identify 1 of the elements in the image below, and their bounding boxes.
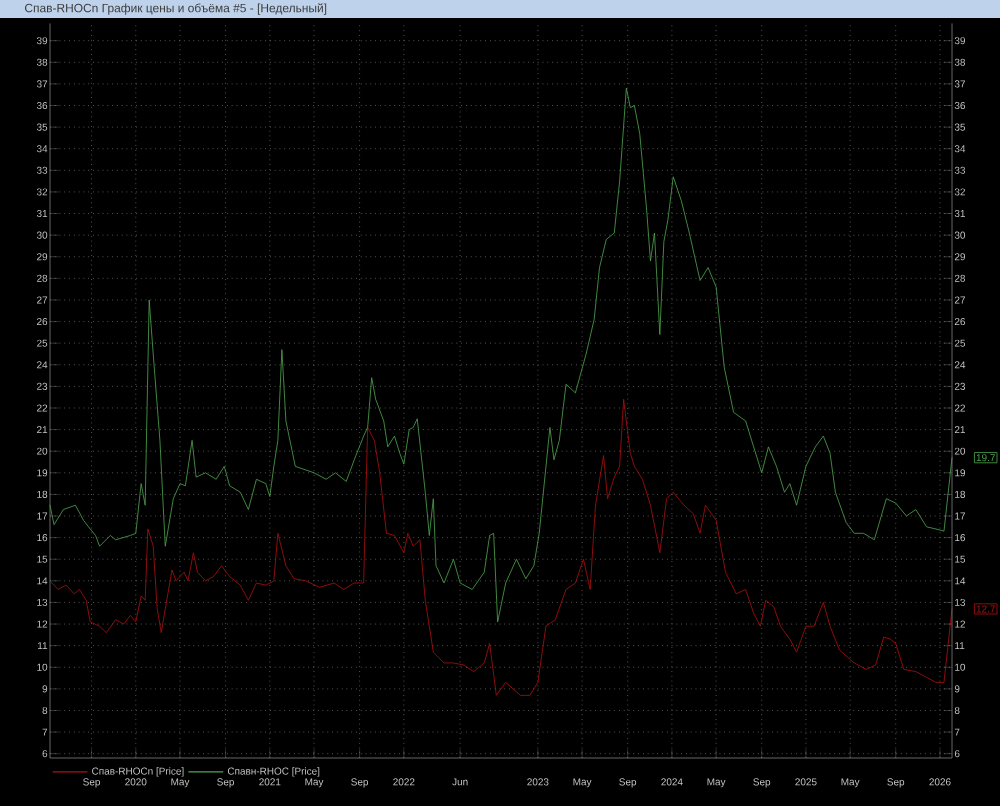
line-series bbox=[49, 398, 953, 696]
